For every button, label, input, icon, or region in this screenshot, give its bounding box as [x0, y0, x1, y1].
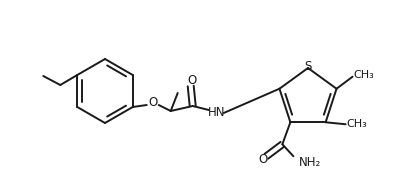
Text: O: O	[148, 96, 157, 109]
Text: CH₃: CH₃	[346, 119, 367, 129]
Text: CH₃: CH₃	[354, 70, 374, 80]
Text: HN: HN	[208, 106, 225, 120]
Text: O: O	[259, 153, 268, 166]
Text: O: O	[187, 74, 196, 87]
Text: NH₂: NH₂	[300, 156, 322, 169]
Text: S: S	[304, 61, 312, 74]
